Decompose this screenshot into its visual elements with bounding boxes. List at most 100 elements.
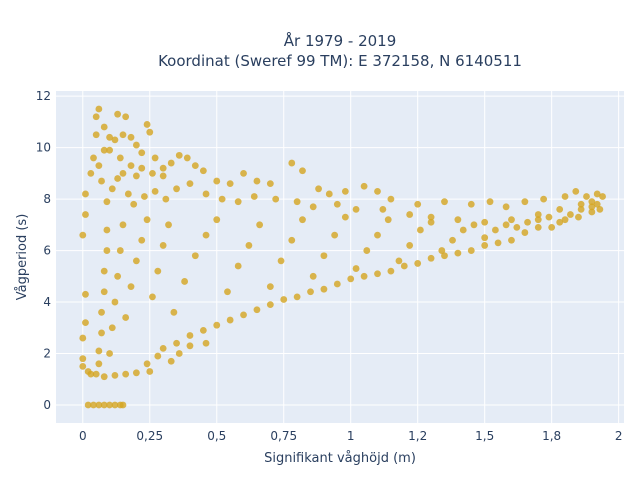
data-point [427,254,435,262]
x-axis-title: Signifikant våghöjd (m) [264,451,416,466]
data-point [438,247,446,254]
x-tick-labels: 0 0,25 0,5 0,75 1 1,2 1,5 1,8 2 [79,429,622,443]
data-point [191,162,199,170]
data-point [309,203,317,211]
data-point [572,187,580,195]
data-point [138,236,146,244]
x-tick-label: 0,75 [270,429,297,443]
data-point [352,205,360,213]
data-point [280,296,288,303]
data-point [79,231,87,239]
x-tick-label: 1,2 [408,429,427,443]
data-point [226,316,234,324]
data-point [111,136,119,144]
data-point [588,208,596,216]
data-point [154,352,162,360]
data-point [481,242,489,249]
data-point [441,198,448,206]
data-point [363,247,371,254]
data-point [502,203,510,211]
data-point [167,357,175,365]
data-point [151,154,159,162]
data-point [146,368,154,375]
data-point [374,231,381,239]
data-point [87,370,95,378]
data-point [226,180,234,188]
data-point [583,193,590,200]
data-point [95,347,103,355]
data-point [266,180,274,188]
data-point [149,293,156,301]
data-point [449,236,456,244]
data-point [333,200,341,208]
data-point [100,146,108,154]
data-point [199,167,207,175]
data-point [256,221,264,229]
data-point [441,252,448,260]
data-point [384,216,392,224]
data-point [114,175,122,182]
data-point [540,195,548,203]
data-point [467,200,475,208]
chart-title-line-2: Koordinat (Sweref 99 TM): E 372158, N 61… [158,52,522,70]
data-point [508,236,515,244]
data-point [103,247,111,254]
data-point [556,218,564,226]
y-tick-label: 8 [43,192,51,206]
data-point [320,285,328,293]
data-point [127,283,135,290]
x-tick-label: 1 [347,429,355,443]
data-point [100,123,108,131]
data-point [309,272,317,280]
x-tick-label: 0,5 [207,429,226,443]
data-point [556,205,564,213]
data-point [325,190,333,198]
data-point [130,200,138,208]
data-point [467,247,475,254]
x-tick-label: 0,25 [136,429,163,443]
data-point [106,350,113,357]
data-point [575,213,582,221]
data-point [79,334,87,342]
data-point [288,159,296,167]
data-point [108,185,116,193]
data-point [333,280,341,288]
data-point [202,190,210,198]
data-point [567,211,574,218]
data-point [374,187,381,195]
data-point [299,216,306,224]
data-point [82,319,89,327]
data-point [414,200,422,208]
data-point [341,187,349,195]
data-point [481,218,489,226]
data-point [162,195,170,203]
data-point [202,339,210,347]
data-point [103,226,111,234]
data-point [122,314,130,321]
data-point [250,193,258,200]
y-tick-labels: 0 2 4 6 8 10 12 [36,89,51,412]
data-point [213,321,221,329]
y-tick-label: 10 [36,141,51,155]
data-point [427,218,435,226]
data-point [146,128,154,136]
data-point [360,272,368,280]
data-point [132,172,140,180]
data-point [119,221,127,229]
plot-area [56,91,624,423]
data-point [588,203,596,211]
data-point [92,113,100,121]
data-point [524,218,531,226]
data-point [173,185,180,193]
data-point [240,169,247,177]
data-point [181,278,189,285]
data-point [588,198,596,206]
data-point [114,272,122,280]
data-point [98,177,105,185]
data-point [103,198,111,206]
data-point [111,298,119,306]
data-point [213,177,221,185]
data-point [387,267,395,275]
